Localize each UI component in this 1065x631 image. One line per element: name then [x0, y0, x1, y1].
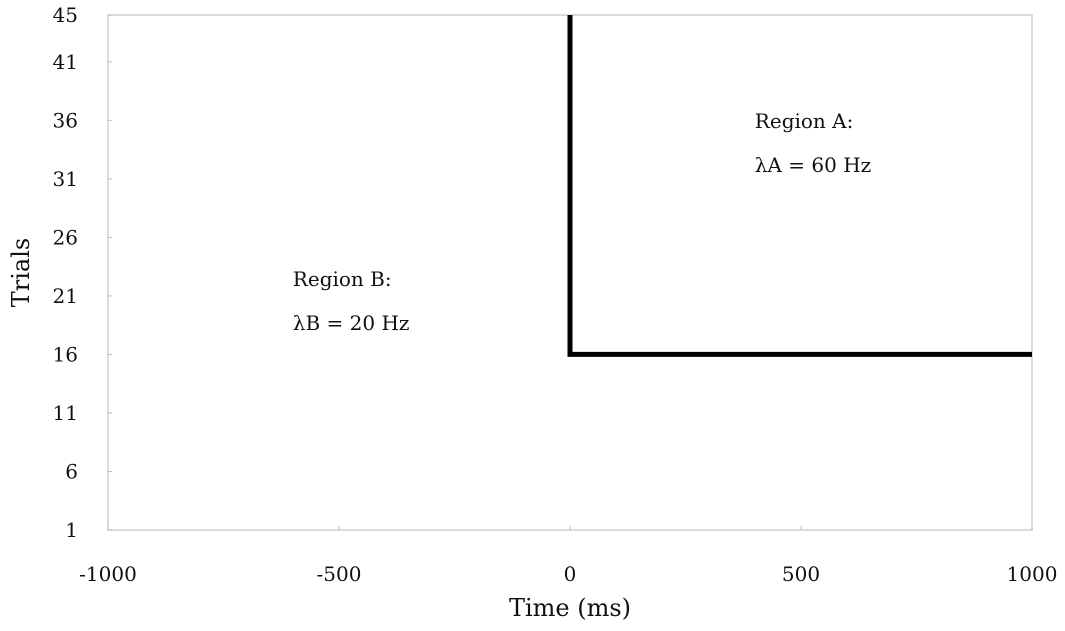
- region-b-label: Region B:: [293, 267, 392, 291]
- y-tick-label: 26: [53, 225, 78, 249]
- y-tick-label: 45: [53, 3, 78, 27]
- y-tick-label: 11: [53, 401, 78, 425]
- y-tick-label: 6: [65, 459, 78, 483]
- x-axis-ticks: -1000 -500 0 500 1000: [79, 526, 1057, 586]
- region-b-rate: λB = 20 Hz: [293, 311, 410, 335]
- y-tick-label: 41: [53, 50, 78, 74]
- y-tick-label: 36: [53, 108, 78, 132]
- x-tick-label: -500: [317, 562, 362, 586]
- region-boundary-line: [567, 15, 1032, 357]
- x-tick-label: 1000: [1007, 562, 1058, 586]
- y-tick-label: 1: [65, 518, 78, 542]
- x-tick-label: -1000: [79, 562, 137, 586]
- region-a-rate: λA = 60 Hz: [755, 153, 871, 177]
- x-tick-label: 500: [782, 562, 820, 586]
- region-a-label: Region A:: [755, 109, 854, 133]
- y-tick-label: 16: [53, 342, 78, 366]
- y-axis-title: Trials: [7, 238, 35, 307]
- x-axis-title: Time (ms): [509, 594, 631, 622]
- y-tick-label: 21: [53, 284, 78, 308]
- x-tick-label: 0: [564, 562, 577, 586]
- y-tick-label: 31: [53, 167, 78, 191]
